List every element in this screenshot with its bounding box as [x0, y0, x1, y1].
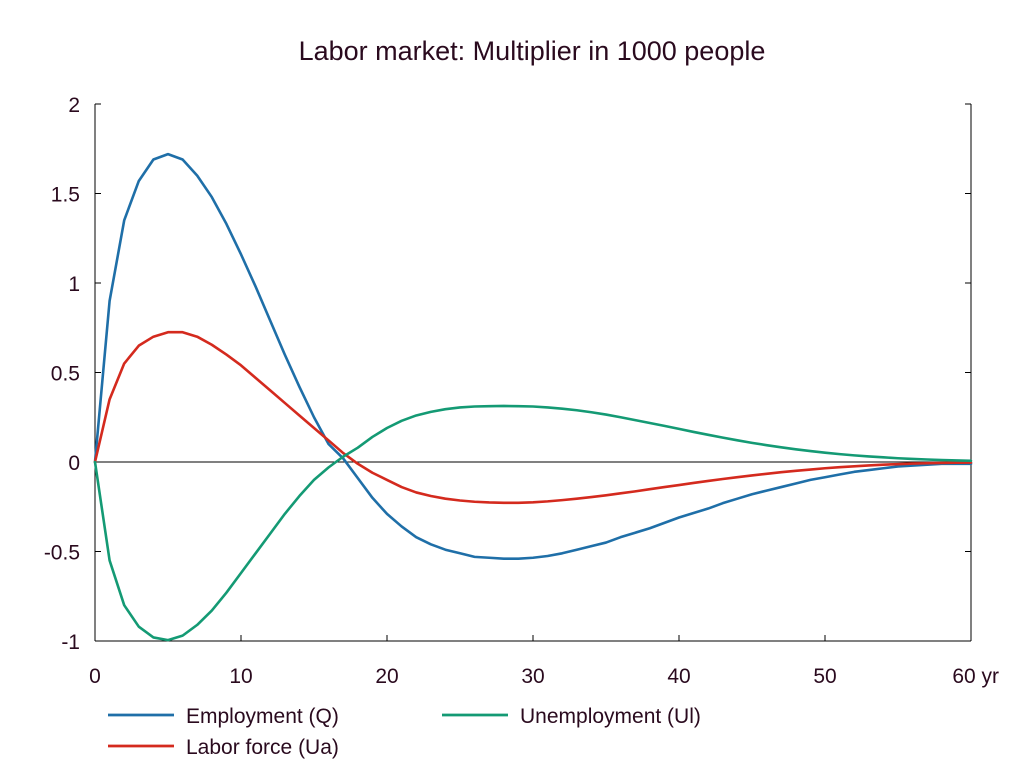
series-line-1 — [93, 152, 973, 560]
legend-entry: Employment (Q) — [108, 705, 339, 728]
y-tick-label: 1.5 — [51, 184, 80, 207]
series-line-3 — [93, 404, 973, 642]
y-tick-label: 0 — [68, 452, 80, 475]
x-tick-label: 40 — [667, 665, 690, 688]
legend: Employment (Q) Unemployment (Ul) Labor for… — [108, 705, 701, 759]
y-tick-label: -0.5 — [44, 542, 80, 565]
y-tick-label: 0.5 — [51, 363, 80, 386]
y-tick-label: 2 — [68, 94, 80, 117]
x-tick-label: 20 — [375, 665, 398, 688]
x-tick-label: 60 yr — [952, 665, 999, 688]
y-tick-label: 1 — [68, 273, 80, 296]
x-tick-label: 50 — [813, 665, 836, 688]
legend-label: Unemployment (Ul) — [520, 705, 701, 728]
x-tick-label: 0 — [89, 665, 101, 688]
series-line-2 — [93, 330, 973, 505]
chart-title: Labor market: Multiplier in 1000 people — [299, 36, 766, 66]
series-lines — [93, 152, 973, 642]
axes: 2 1.5 1 0.5 0 -0.5 -1 0 10 20 30 40 50 60 yr — [44, 94, 999, 688]
legend-label: Labor force (Ua) — [186, 736, 339, 759]
legend-label: Employment (Q) — [186, 705, 339, 728]
legend-entry: Labor force (Ua) — [108, 736, 339, 759]
legend-entry: Unemployment (Ul) — [442, 705, 701, 728]
x-tick-label: 30 — [521, 665, 544, 688]
y-tick-label: -1 — [61, 631, 80, 654]
x-tick-label: 10 — [229, 665, 252, 688]
